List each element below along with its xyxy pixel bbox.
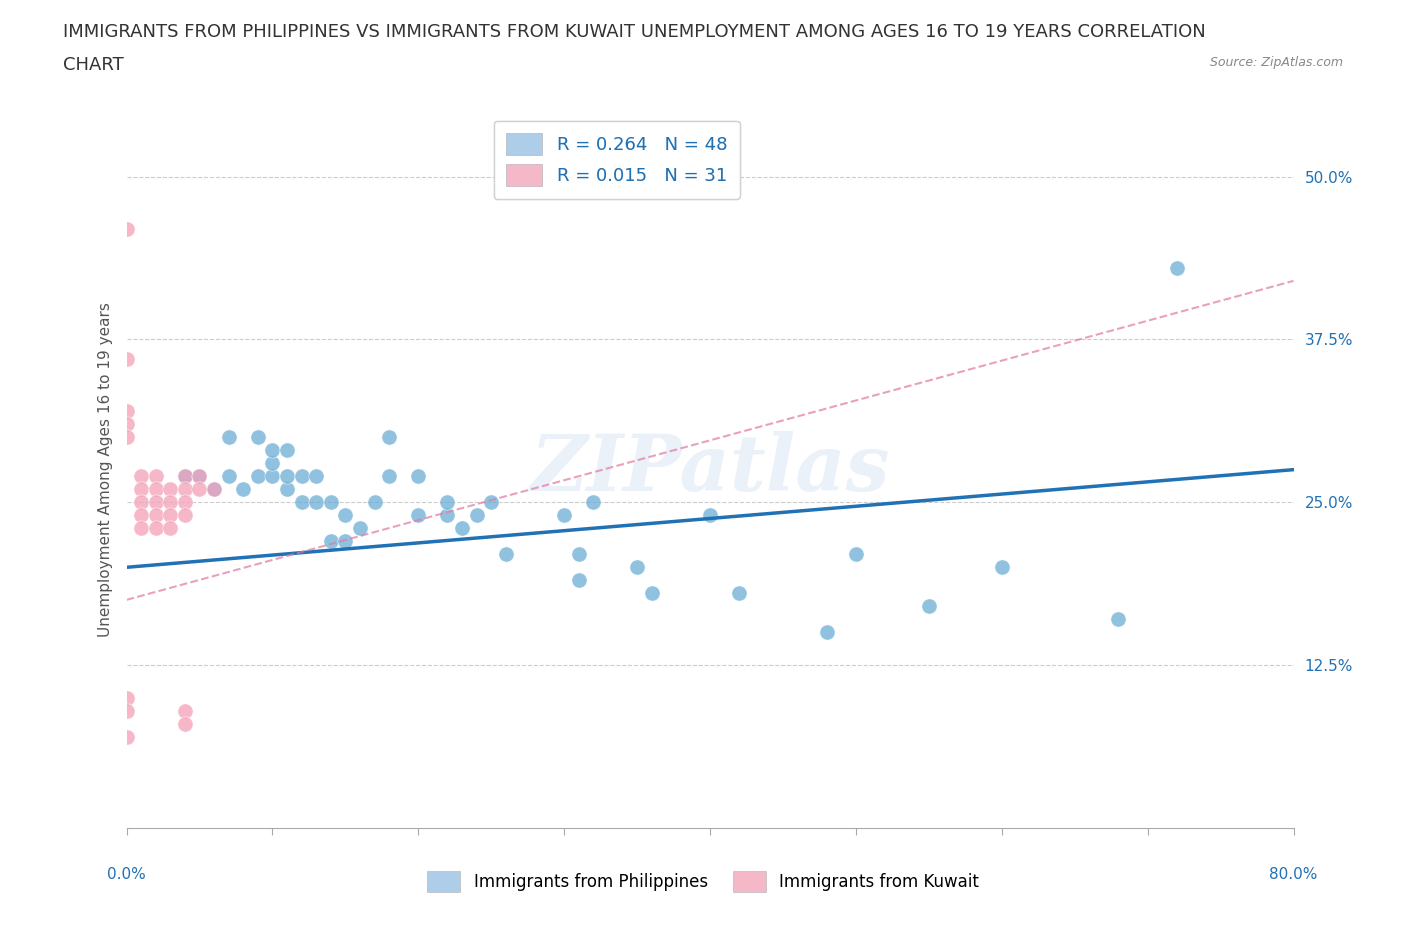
Point [495,547,517,562]
Point [626,560,648,575]
Point [174,716,197,731]
Point [815,625,838,640]
Point [335,534,357,549]
Point [145,469,167,484]
Point [218,430,240,445]
Point [115,404,138,418]
Point [290,495,312,510]
Point [129,482,152,497]
Point [174,469,197,484]
Point [246,430,269,445]
Text: CHART: CHART [63,56,124,73]
Point [436,495,458,510]
Point [305,495,328,510]
Point [319,495,342,510]
Point [188,469,211,484]
Point [363,495,385,510]
Point [202,482,225,497]
Point [262,456,284,471]
Point [174,508,197,523]
Point [568,547,591,562]
Point [115,352,138,366]
Point [1108,612,1130,627]
Point [129,521,152,536]
Point [699,508,721,523]
Point [451,521,474,536]
Point [378,469,401,484]
Point [990,560,1012,575]
Point [640,586,664,601]
Point [115,417,138,432]
Point [262,443,284,458]
Point [174,495,197,510]
Point [845,547,868,562]
Text: 80.0%: 80.0% [1270,867,1317,882]
Point [145,508,167,523]
Y-axis label: Unemployment Among Ages 16 to 19 years: Unemployment Among Ages 16 to 19 years [97,302,112,637]
Point [262,469,284,484]
Point [115,690,138,705]
Point [918,599,941,614]
Text: 0.0%: 0.0% [107,867,146,882]
Point [1166,260,1188,275]
Point [218,469,240,484]
Point [276,443,298,458]
Point [115,430,138,445]
Point [582,495,605,510]
Point [188,482,211,497]
Point [174,703,197,718]
Point [174,482,197,497]
Point [378,430,401,445]
Point [305,469,328,484]
Point [159,521,181,536]
Text: IMMIGRANTS FROM PHILIPPINES VS IMMIGRANTS FROM KUWAIT UNEMPLOYMENT AMONG AGES 16: IMMIGRANTS FROM PHILIPPINES VS IMMIGRANT… [63,23,1206,41]
Point [129,469,152,484]
Point [246,469,269,484]
Point [145,482,167,497]
Text: Source: ZipAtlas.com: Source: ZipAtlas.com [1209,56,1343,69]
Point [335,508,357,523]
Point [290,469,312,484]
Legend: R = 0.264   N = 48, R = 0.015   N = 31: R = 0.264 N = 48, R = 0.015 N = 31 [494,121,740,199]
Point [159,508,181,523]
Point [553,508,575,523]
Point [436,508,458,523]
Point [408,469,430,484]
Point [145,495,167,510]
Point [145,521,167,536]
Point [232,482,254,497]
Point [276,469,298,484]
Legend: Immigrants from Philippines, Immigrants from Kuwait: Immigrants from Philippines, Immigrants … [420,865,986,898]
Point [188,469,211,484]
Point [479,495,502,510]
Point [159,482,181,497]
Text: ZIPatlas: ZIPatlas [530,432,890,508]
Point [129,495,152,510]
Point [115,703,138,718]
Point [465,508,488,523]
Point [276,482,298,497]
Point [115,729,138,744]
Point [129,508,152,523]
Point [728,586,751,601]
Point [174,469,197,484]
Point [568,573,591,588]
Point [202,482,225,497]
Point [349,521,371,536]
Point [319,534,342,549]
Point [159,495,181,510]
Point [408,508,430,523]
Point [115,221,138,236]
